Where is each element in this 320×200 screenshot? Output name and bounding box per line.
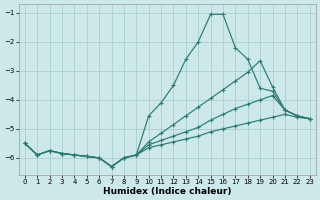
X-axis label: Humidex (Indice chaleur): Humidex (Indice chaleur) (103, 187, 232, 196)
